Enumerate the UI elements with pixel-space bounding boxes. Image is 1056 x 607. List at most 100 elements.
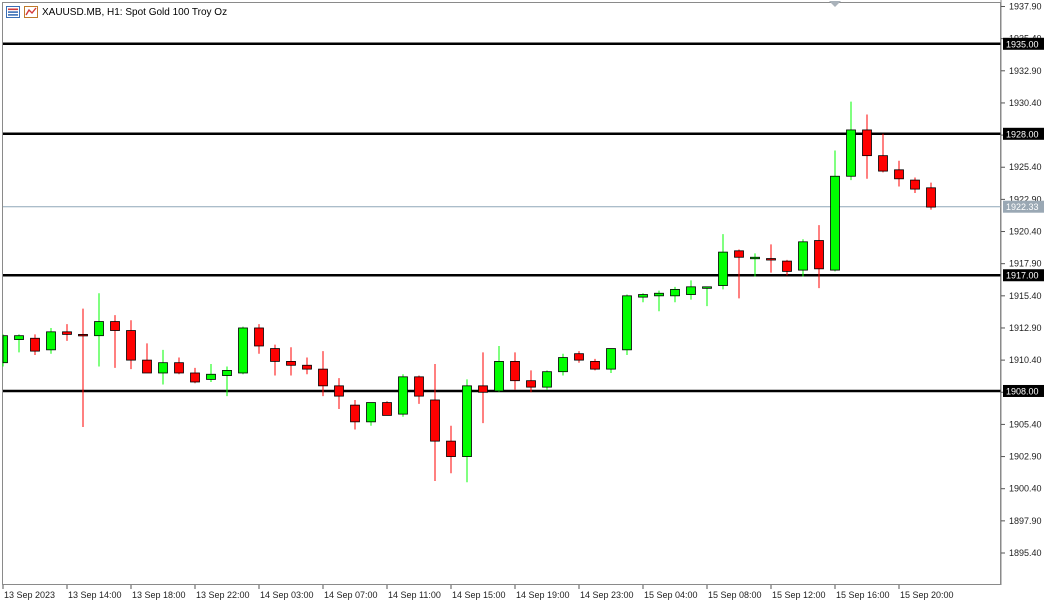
y-tick-label: 1930.40 xyxy=(1009,98,1042,108)
bearish-candle[interactable] xyxy=(574,351,584,363)
x-tick-label: 13 Sep 22:00 xyxy=(196,590,250,600)
bearish-candle[interactable] xyxy=(382,401,392,416)
candle-body xyxy=(30,337,40,352)
candle-body xyxy=(542,371,552,388)
bullish-candle[interactable] xyxy=(158,349,168,385)
candle-body xyxy=(798,241,808,271)
bullish-candle[interactable] xyxy=(654,290,664,312)
bullish-candle[interactable] xyxy=(206,363,216,382)
bearish-candle[interactable] xyxy=(878,133,888,173)
bearish-candle[interactable] xyxy=(286,347,296,376)
candle-body xyxy=(494,361,504,392)
candle-body xyxy=(158,362,168,374)
bullish-candle[interactable] xyxy=(846,101,856,181)
candle-body xyxy=(766,258,776,261)
bearish-candle[interactable] xyxy=(126,320,136,370)
candle-body xyxy=(174,362,184,374)
bearish-candle[interactable] xyxy=(526,370,536,393)
bearish-candle[interactable] xyxy=(62,324,72,341)
bearish-candle[interactable] xyxy=(926,182,936,210)
candle-body xyxy=(526,380,536,388)
bearish-candle[interactable] xyxy=(862,114,872,179)
chart-shift-marker-icon[interactable] xyxy=(829,1,841,7)
bullish-candle[interactable] xyxy=(2,334,8,367)
bearish-candle[interactable] xyxy=(446,425,456,474)
bullish-candle[interactable] xyxy=(638,293,648,303)
bearish-candle[interactable] xyxy=(590,358,600,371)
bullish-candle[interactable] xyxy=(366,402,376,426)
candle-body xyxy=(878,155,888,172)
bullish-candle[interactable] xyxy=(222,366,232,397)
y-tick-label: 1925.40 xyxy=(1009,162,1042,172)
candle-body xyxy=(398,376,408,415)
bullish-candle[interactable] xyxy=(670,286,680,303)
bearish-candle[interactable] xyxy=(142,343,152,374)
bearish-candle[interactable] xyxy=(478,352,488,424)
x-tick-label: 15 Sep 04:00 xyxy=(644,590,698,600)
bearish-candle[interactable] xyxy=(814,225,824,289)
y-tick-label: 1900.40 xyxy=(1009,484,1042,494)
candle-body xyxy=(510,361,520,382)
bullish-candle[interactable] xyxy=(718,234,728,290)
bearish-candle[interactable] xyxy=(302,357,312,375)
bullish-candle[interactable] xyxy=(606,348,616,373)
y-tick-label: 1917.90 xyxy=(1009,259,1042,269)
bullish-candle[interactable] xyxy=(14,334,24,353)
candle-body xyxy=(590,361,600,370)
x-tick-label: 14 Sep 23:00 xyxy=(580,590,634,600)
candle-body xyxy=(142,359,152,374)
price-labels: 1935.00 1928.00 1917.00 1908.00 1922.33 xyxy=(1003,37,1044,397)
bullish-candle[interactable] xyxy=(462,379,472,483)
bullish-candle[interactable] xyxy=(686,280,696,300)
bearish-candle[interactable] xyxy=(430,363,440,481)
bearish-candle[interactable] xyxy=(894,160,904,187)
bearish-candle[interactable] xyxy=(766,244,776,273)
candle-body xyxy=(206,373,216,380)
candles xyxy=(2,101,936,483)
candle-body xyxy=(910,179,920,190)
candle-body xyxy=(78,333,88,337)
candle-body xyxy=(366,402,376,423)
bearish-candle[interactable] xyxy=(318,351,328,397)
bearish-candle[interactable] xyxy=(334,378,344,409)
bearish-candle[interactable] xyxy=(782,259,792,276)
bullish-candle[interactable] xyxy=(622,294,632,355)
bearish-candle[interactable] xyxy=(174,357,184,375)
bearish-candle[interactable] xyxy=(254,324,264,354)
y-tick-label: 1902.90 xyxy=(1009,452,1042,462)
bullish-candle[interactable] xyxy=(830,150,840,272)
candle-body xyxy=(382,402,392,416)
chart-list-icon[interactable] xyxy=(6,6,20,18)
bearish-candle[interactable] xyxy=(510,352,520,390)
level-price-label: 1935.00 xyxy=(1006,39,1039,49)
bearish-candle[interactable] xyxy=(270,344,280,376)
bearish-candle[interactable] xyxy=(110,315,120,368)
bullish-candle[interactable] xyxy=(798,239,808,277)
bearish-candle[interactable] xyxy=(30,334,40,355)
bullish-candle[interactable] xyxy=(46,327,56,354)
bullish-candle[interactable] xyxy=(238,326,248,375)
candle-body xyxy=(622,295,632,351)
current-price-label: 1922.33 xyxy=(1006,202,1039,212)
chart-properties-icon[interactable] xyxy=(24,6,38,18)
candle-body xyxy=(286,361,296,366)
bullish-candle[interactable] xyxy=(542,370,552,390)
y-tick-label: 1922.90 xyxy=(1009,194,1042,204)
bearish-candle[interactable] xyxy=(414,375,424,404)
candle-body xyxy=(638,294,648,298)
candle-body xyxy=(222,370,232,376)
bullish-candle[interactable] xyxy=(494,345,504,393)
bearish-candle[interactable] xyxy=(734,249,744,299)
bullish-candle[interactable] xyxy=(558,353,568,376)
bullish-candle[interactable] xyxy=(702,286,712,307)
bearish-candle[interactable] xyxy=(910,177,920,193)
bearish-candle[interactable] xyxy=(78,308,88,427)
bullish-candle[interactable] xyxy=(750,253,760,277)
bearish-candle[interactable] xyxy=(350,399,360,430)
bearish-candle[interactable] xyxy=(190,367,200,384)
bullish-candle[interactable] xyxy=(94,293,104,367)
bullish-candle[interactable] xyxy=(398,374,408,417)
level-price-label-box xyxy=(1003,269,1044,282)
